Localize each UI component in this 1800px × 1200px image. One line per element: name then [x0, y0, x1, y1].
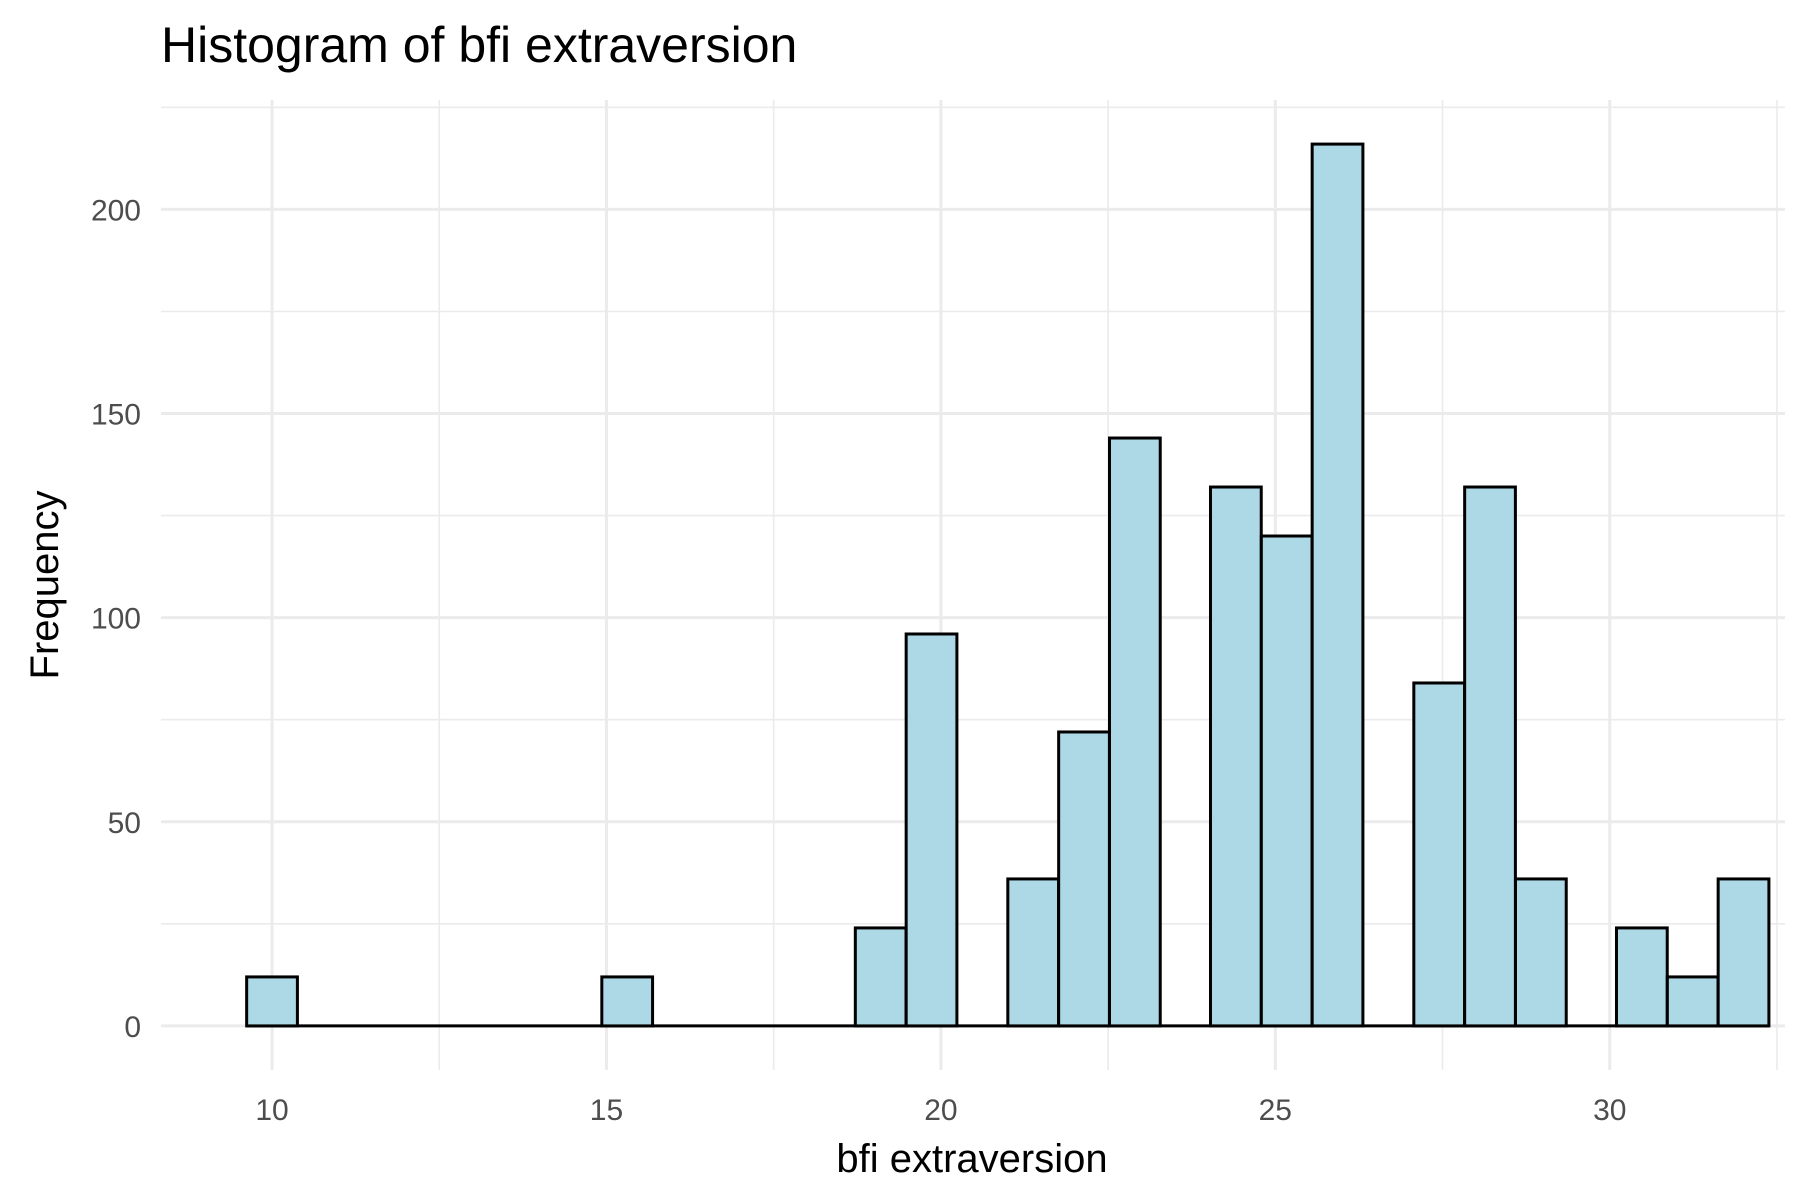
y-tick-label: 0 [124, 1011, 141, 1044]
histogram-bar [600, 975, 655, 1028]
chart-title: Histogram of bfi extraversion [161, 17, 797, 73]
histogram-bar [1006, 877, 1061, 1028]
histogram-bar [1614, 926, 1669, 1028]
x-axis-title: bfi extraversion [836, 1137, 1107, 1181]
histogram-bar [1463, 485, 1517, 1028]
histogram-bar [1665, 975, 1720, 1028]
y-tick-label: 100 [91, 603, 141, 636]
histogram-bar [1057, 730, 1111, 1028]
y-tick-label: 50 [108, 807, 141, 840]
histogram-bar [245, 975, 299, 1028]
histogram-bar [1716, 877, 1771, 1028]
histogram-bar [1412, 681, 1467, 1028]
histogram-bar [1513, 877, 1568, 1028]
y-tick-label: 150 [91, 399, 141, 432]
histogram-bar [1310, 142, 1365, 1028]
histogram-bar [1208, 485, 1263, 1028]
y-axis-tick-labels: 0 50 100 150 200 [91, 194, 141, 1043]
x-tick-label: 10 [255, 1094, 288, 1127]
y-tick-label: 200 [91, 194, 141, 227]
x-tick-label: 30 [1593, 1094, 1626, 1127]
x-tick-label: 15 [590, 1094, 623, 1127]
x-tick-label: 20 [924, 1094, 957, 1127]
minor-gridlines [161, 100, 1785, 1070]
histogram-bar [1107, 436, 1162, 1028]
x-tick-label: 25 [1259, 1094, 1292, 1127]
y-axis-title: Frequency [23, 491, 67, 680]
histogram-bar [1259, 534, 1314, 1028]
x-axis-tick-labels: 10 15 20 25 30 [255, 1094, 1626, 1127]
histogram-bars [245, 142, 1771, 1028]
histogram-bar [853, 926, 908, 1028]
histogram-bar [904, 632, 959, 1028]
